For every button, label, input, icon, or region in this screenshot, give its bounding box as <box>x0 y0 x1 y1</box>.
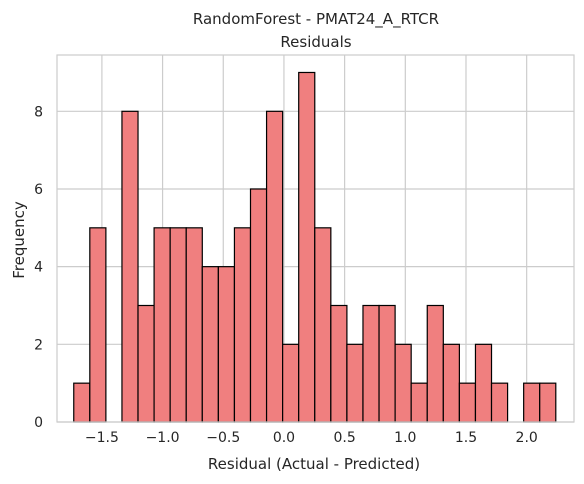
histogram-bar <box>330 304 348 423</box>
x-tick-label: −1.0 <box>146 430 180 446</box>
x-axis-label: Residual (Actual - Predicted) <box>208 455 420 473</box>
histogram-bar <box>410 382 428 423</box>
histogram-bar <box>282 343 300 423</box>
histogram-bar <box>265 110 284 423</box>
x-tick-label: 2.0 <box>516 430 538 446</box>
histogram-bar <box>362 304 380 423</box>
histogram-bar <box>249 188 268 423</box>
histogram-bar <box>394 343 412 423</box>
histogram-bar <box>539 382 557 423</box>
histogram-bar <box>217 266 236 423</box>
histogram-bars <box>73 71 557 423</box>
x-tick-label: −1.5 <box>85 430 119 446</box>
y-tick-label: 4 <box>34 260 43 276</box>
x-tick-label: 1.0 <box>394 430 416 446</box>
y-tick-label: 0 <box>34 415 43 431</box>
histogram-bar <box>378 304 396 423</box>
histogram-bar <box>137 304 155 423</box>
y-tick-label: 6 <box>34 182 43 198</box>
histogram-bar <box>474 343 493 423</box>
chart-subtitle: Residuals <box>280 33 351 51</box>
x-tick-label: 0.0 <box>273 430 295 446</box>
histogram-bar <box>89 227 107 423</box>
histogram-bar <box>490 382 509 423</box>
histogram-bar <box>442 343 460 423</box>
plot-frame <box>56 54 575 423</box>
histogram-bar <box>153 227 171 423</box>
histogram-bar <box>426 304 444 423</box>
histogram-bar <box>169 227 187 423</box>
y-tick-label: 8 <box>34 104 43 120</box>
axes-frame <box>56 54 575 423</box>
histogram-bar <box>523 382 541 423</box>
histogram-bar <box>121 110 139 423</box>
histogram-bar <box>314 227 332 423</box>
chart-title: RandomForest - PMAT24_A_RTCR <box>193 10 439 29</box>
histogram-bar <box>185 227 203 423</box>
histogram-bar <box>73 382 91 423</box>
histogram-bar <box>346 343 364 423</box>
histogram-bar <box>458 382 477 423</box>
histogram-bar <box>233 227 252 423</box>
x-tick-label: 0.5 <box>333 430 355 446</box>
y-axis-label: Frequency <box>10 201 28 279</box>
x-tick-label: 1.5 <box>455 430 477 446</box>
x-tick-label: −0.5 <box>206 430 240 446</box>
histogram-bar <box>201 266 219 423</box>
histogram-bar <box>298 71 316 423</box>
y-tick-label: 2 <box>34 337 43 353</box>
tick-labels: −1.5 −1.0 −0.5 0.0 0.5 1.0 1.5 2.0 0 2 4 6 8 <box>34 104 538 446</box>
